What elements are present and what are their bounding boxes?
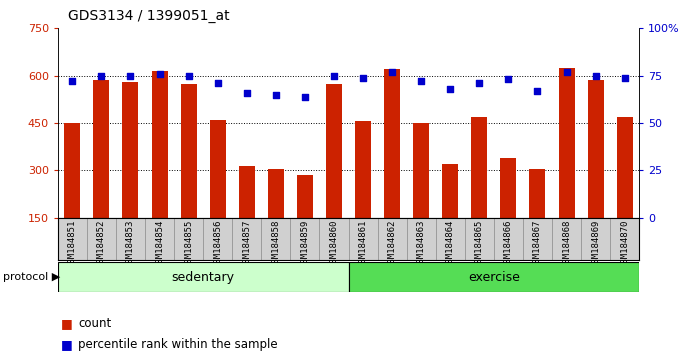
Text: sedentary: sedentary (171, 270, 235, 284)
Point (561, 69, 572, 75)
Point (154, 71, 165, 76)
Bar (326, 84, 342, 265)
Point (328, 73, 339, 79)
Bar (65, 123, 80, 265)
Point (299, 94, 310, 99)
Text: exercise: exercise (468, 270, 520, 284)
Text: GSM184853: GSM184853 (126, 220, 135, 268)
Point (445, 86, 456, 92)
Bar (558, 68, 575, 265)
Bar (268, 169, 284, 265)
Text: GSM184852: GSM184852 (97, 220, 106, 268)
Point (503, 76, 514, 82)
Point (96, 73, 107, 79)
Bar (348, 262, 639, 292)
Bar (181, 84, 197, 265)
Point (387, 69, 398, 75)
Bar (588, 80, 604, 265)
Text: GSM184863: GSM184863 (417, 220, 426, 268)
Point (358, 75, 369, 80)
Text: GSM184868: GSM184868 (562, 220, 571, 268)
Point (474, 80, 485, 86)
Point (67, 79, 78, 84)
Bar (58, 262, 348, 292)
Point (271, 92, 282, 97)
Text: GSM184861: GSM184861 (358, 220, 367, 268)
Bar (471, 117, 488, 265)
Text: ■: ■ (61, 318, 73, 330)
Point (532, 88, 543, 94)
Point (125, 73, 136, 79)
Point (183, 73, 194, 79)
Text: GSM184856: GSM184856 (214, 220, 222, 268)
Text: GSM184858: GSM184858 (271, 220, 280, 268)
Bar (442, 164, 458, 265)
Point (241, 90, 252, 96)
Point (212, 80, 223, 86)
Bar (239, 166, 255, 265)
Text: protocol ▶: protocol ▶ (3, 272, 61, 282)
Text: GSM184854: GSM184854 (155, 220, 164, 268)
Text: GDS3134 / 1399051_at: GDS3134 / 1399051_at (68, 9, 230, 23)
Bar (122, 82, 139, 265)
Bar (530, 169, 545, 265)
Bar (152, 71, 167, 265)
Bar (355, 121, 371, 265)
Text: GSM184870: GSM184870 (620, 220, 629, 268)
Bar (413, 123, 429, 265)
Text: GSM184862: GSM184862 (388, 220, 396, 268)
Text: GSM184864: GSM184864 (446, 220, 455, 268)
Text: ■: ■ (61, 338, 73, 350)
Bar (617, 117, 632, 265)
Point (590, 73, 601, 79)
Point (619, 75, 630, 80)
Bar (500, 158, 516, 265)
Point (415, 79, 426, 84)
Text: count: count (78, 318, 112, 330)
Text: GSM184860: GSM184860 (330, 220, 339, 268)
Text: GSM184865: GSM184865 (475, 220, 483, 268)
Text: GSM184851: GSM184851 (68, 220, 77, 268)
Bar (297, 175, 313, 265)
Text: GSM184867: GSM184867 (533, 220, 542, 268)
Text: percentile rank within the sample: percentile rank within the sample (78, 338, 278, 350)
Bar (209, 120, 226, 265)
Bar (93, 80, 109, 265)
Text: GSM184859: GSM184859 (301, 220, 309, 268)
Text: GSM184855: GSM184855 (184, 220, 193, 268)
Text: GSM184857: GSM184857 (242, 220, 251, 268)
Bar (384, 69, 400, 265)
Text: GSM184866: GSM184866 (504, 220, 513, 268)
Text: GSM184869: GSM184869 (591, 220, 600, 268)
